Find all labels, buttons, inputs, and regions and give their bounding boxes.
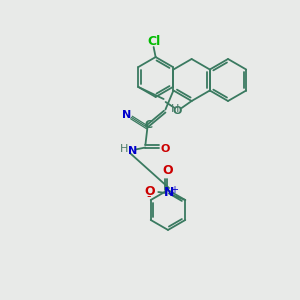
Text: O: O xyxy=(144,184,154,197)
Text: -: - xyxy=(146,190,151,203)
Text: Cl: Cl xyxy=(147,34,160,47)
Text: H: H xyxy=(171,103,180,113)
Text: O: O xyxy=(161,145,170,154)
Text: N: N xyxy=(128,146,137,157)
Text: N: N xyxy=(122,110,131,119)
Text: C: C xyxy=(144,121,152,130)
Text: N: N xyxy=(164,185,175,199)
Text: +: + xyxy=(170,185,178,195)
Text: O: O xyxy=(162,164,172,176)
Text: O: O xyxy=(173,106,182,116)
Text: H: H xyxy=(120,143,129,154)
